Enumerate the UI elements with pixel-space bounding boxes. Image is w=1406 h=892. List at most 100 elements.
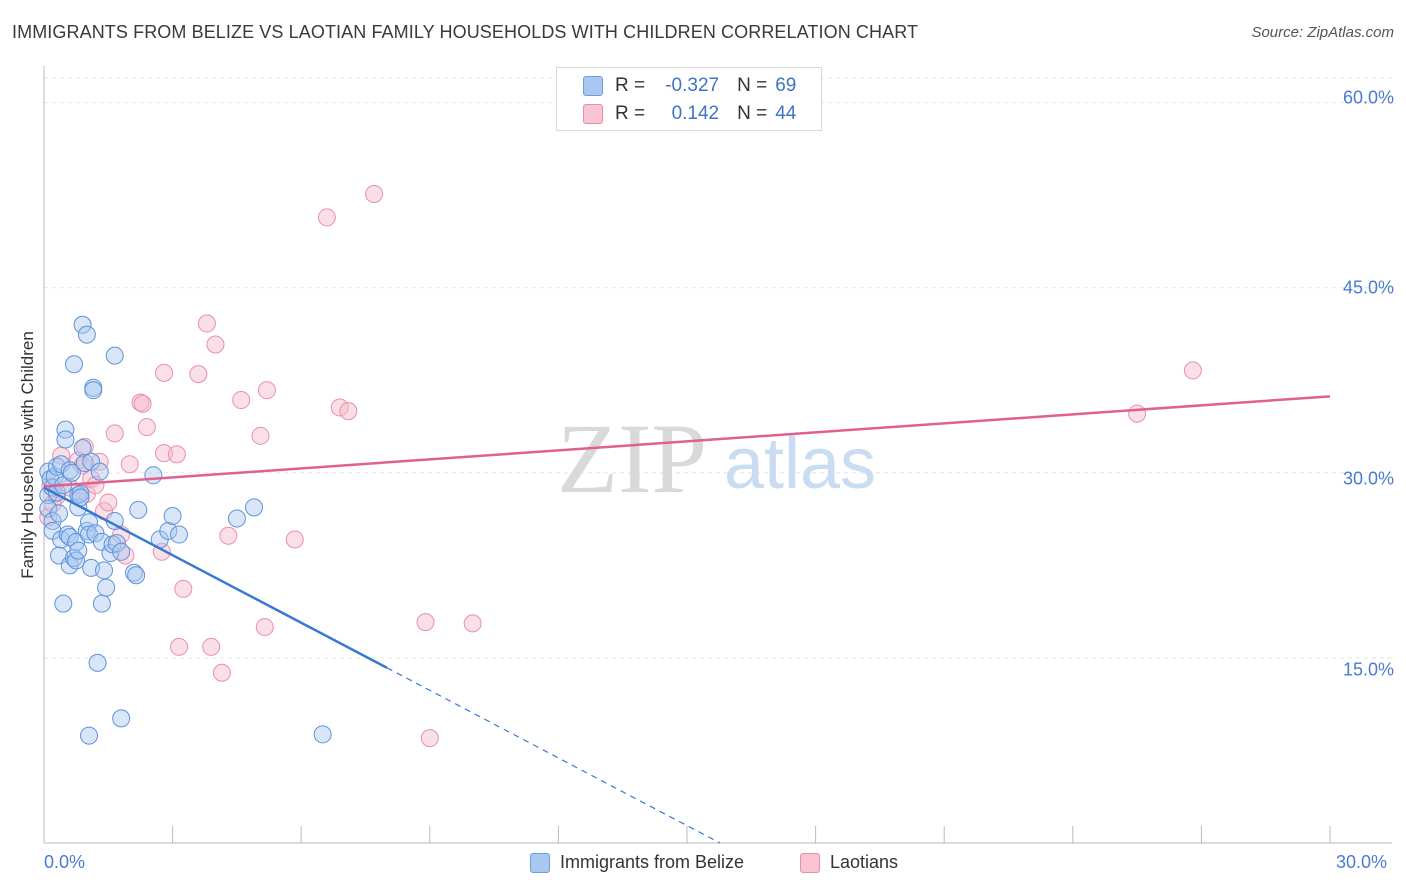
laotians-point (463, 614, 482, 633)
belize-point (73, 439, 92, 458)
laotians-point (317, 208, 336, 227)
laotians-point (99, 493, 118, 512)
laotians-point (155, 363, 174, 382)
legend-r-label: R = (615, 103, 646, 124)
x-tick-0: 0.0% (44, 852, 86, 872)
belize-point (90, 462, 109, 481)
axes (43, 66, 1392, 844)
legend-label-belize: Immigrants from Belize (560, 852, 745, 872)
belize-point (125, 563, 144, 582)
laotians-point (339, 402, 358, 421)
belize-point (60, 461, 79, 480)
belize-point (144, 466, 163, 485)
laotians-point (219, 526, 238, 545)
belize-trend-extension (386, 667, 721, 844)
belize-points (39, 315, 332, 745)
belize-point (159, 521, 178, 540)
belize-point (50, 504, 69, 523)
laotians-point (86, 476, 105, 495)
belize-point (105, 346, 124, 365)
laotians-point (105, 424, 124, 443)
chart-title: IMMIGRANTS FROM BELIZE VS LAOTIAN FAMILY… (12, 22, 919, 42)
legend-item-belize[interactable]: Immigrants from Belize (530, 852, 744, 873)
belize-point (170, 525, 189, 544)
laotians-point (285, 530, 304, 549)
legend-row-laotians: R = 0.142 N = 44 (583, 101, 796, 127)
series-legend: Immigrants from Belize Laotians (0, 852, 1406, 878)
belize-point (56, 430, 75, 449)
belize-point (62, 463, 81, 482)
source-label: Source: ZipAtlas.com (1251, 24, 1394, 41)
y-tick-15: 15.0% (1342, 659, 1394, 680)
trend-lines (43, 395, 1331, 844)
belize-point (112, 709, 131, 728)
belize-point (129, 500, 148, 519)
belize-swatch (530, 852, 550, 873)
laotians-point (212, 663, 231, 682)
laotians-swatch (800, 852, 820, 873)
laotians-point (206, 335, 225, 354)
legend-n-label: N = (737, 103, 768, 124)
belize-point (227, 509, 246, 528)
legend-n-label: N = (737, 75, 768, 96)
belize-point (56, 420, 75, 439)
legend-r-value: 0.142 (671, 103, 720, 124)
belize-point (54, 594, 73, 613)
belize-point (245, 498, 264, 517)
laotians-point (155, 444, 174, 463)
legend-item-laotians[interactable]: Laotians (800, 852, 898, 873)
legend-r-value: -0.327 (665, 75, 720, 96)
y-tick-30: 30.0% (1342, 468, 1394, 489)
laotians-point (174, 579, 193, 598)
belize-point (92, 594, 111, 613)
belize-point (80, 726, 99, 745)
belize-point (75, 453, 94, 472)
belize-point (313, 725, 332, 744)
laotians-point (137, 418, 156, 437)
belize-point (163, 507, 182, 526)
watermark-zip: ZIP (557, 403, 707, 514)
correlation-legend: R = -0.327 N = 69 R = 0.142 N = 44 (556, 67, 822, 131)
belize-point (43, 511, 62, 530)
belize-point (71, 484, 90, 503)
belize-point (88, 653, 107, 672)
laotians-point (330, 398, 349, 417)
x-tick-30: 30.0% (1336, 852, 1388, 872)
y-tick-60: 60.0% (1342, 87, 1394, 108)
laotians-point (257, 381, 276, 400)
belize-point (107, 534, 126, 553)
laotians-swatch (583, 104, 603, 124)
laotians-point (189, 365, 208, 384)
laotians-point (416, 613, 435, 632)
laotians-point (202, 637, 221, 656)
legend-row-belize: R = -0.327 N = 69 (583, 73, 796, 99)
legend-r-label: R = (615, 75, 646, 96)
laotians-point (365, 184, 384, 203)
laotians-point (167, 445, 186, 464)
belize-point (97, 578, 116, 597)
laotians-point (420, 729, 439, 748)
belize-point (112, 542, 131, 561)
laotians-point (170, 637, 189, 656)
belize-point (84, 381, 103, 400)
legend-n-value: 69 (775, 75, 797, 96)
y-tick-45: 45.0% (1342, 277, 1394, 298)
y-axis-label: Family Households with Children (18, 331, 37, 579)
laotians-points (39, 184, 1202, 748)
laotians-point (120, 455, 139, 474)
laotians-point (251, 426, 270, 445)
laotians-point (232, 391, 251, 410)
belize-point (77, 325, 96, 344)
laotians-trend-line (43, 395, 1331, 488)
belize-point (65, 355, 84, 374)
watermark: ZIP atlas (557, 403, 876, 514)
belize-trend-line (43, 486, 388, 669)
laotians-point (133, 394, 152, 413)
belize-point (69, 541, 88, 560)
belize-point (95, 561, 114, 580)
legend-n-value: 44 (775, 103, 797, 124)
belize-point (127, 566, 146, 585)
laotians-point (197, 314, 216, 333)
belize-point (73, 315, 92, 334)
legend-label-laotians: Laotians (830, 852, 899, 872)
